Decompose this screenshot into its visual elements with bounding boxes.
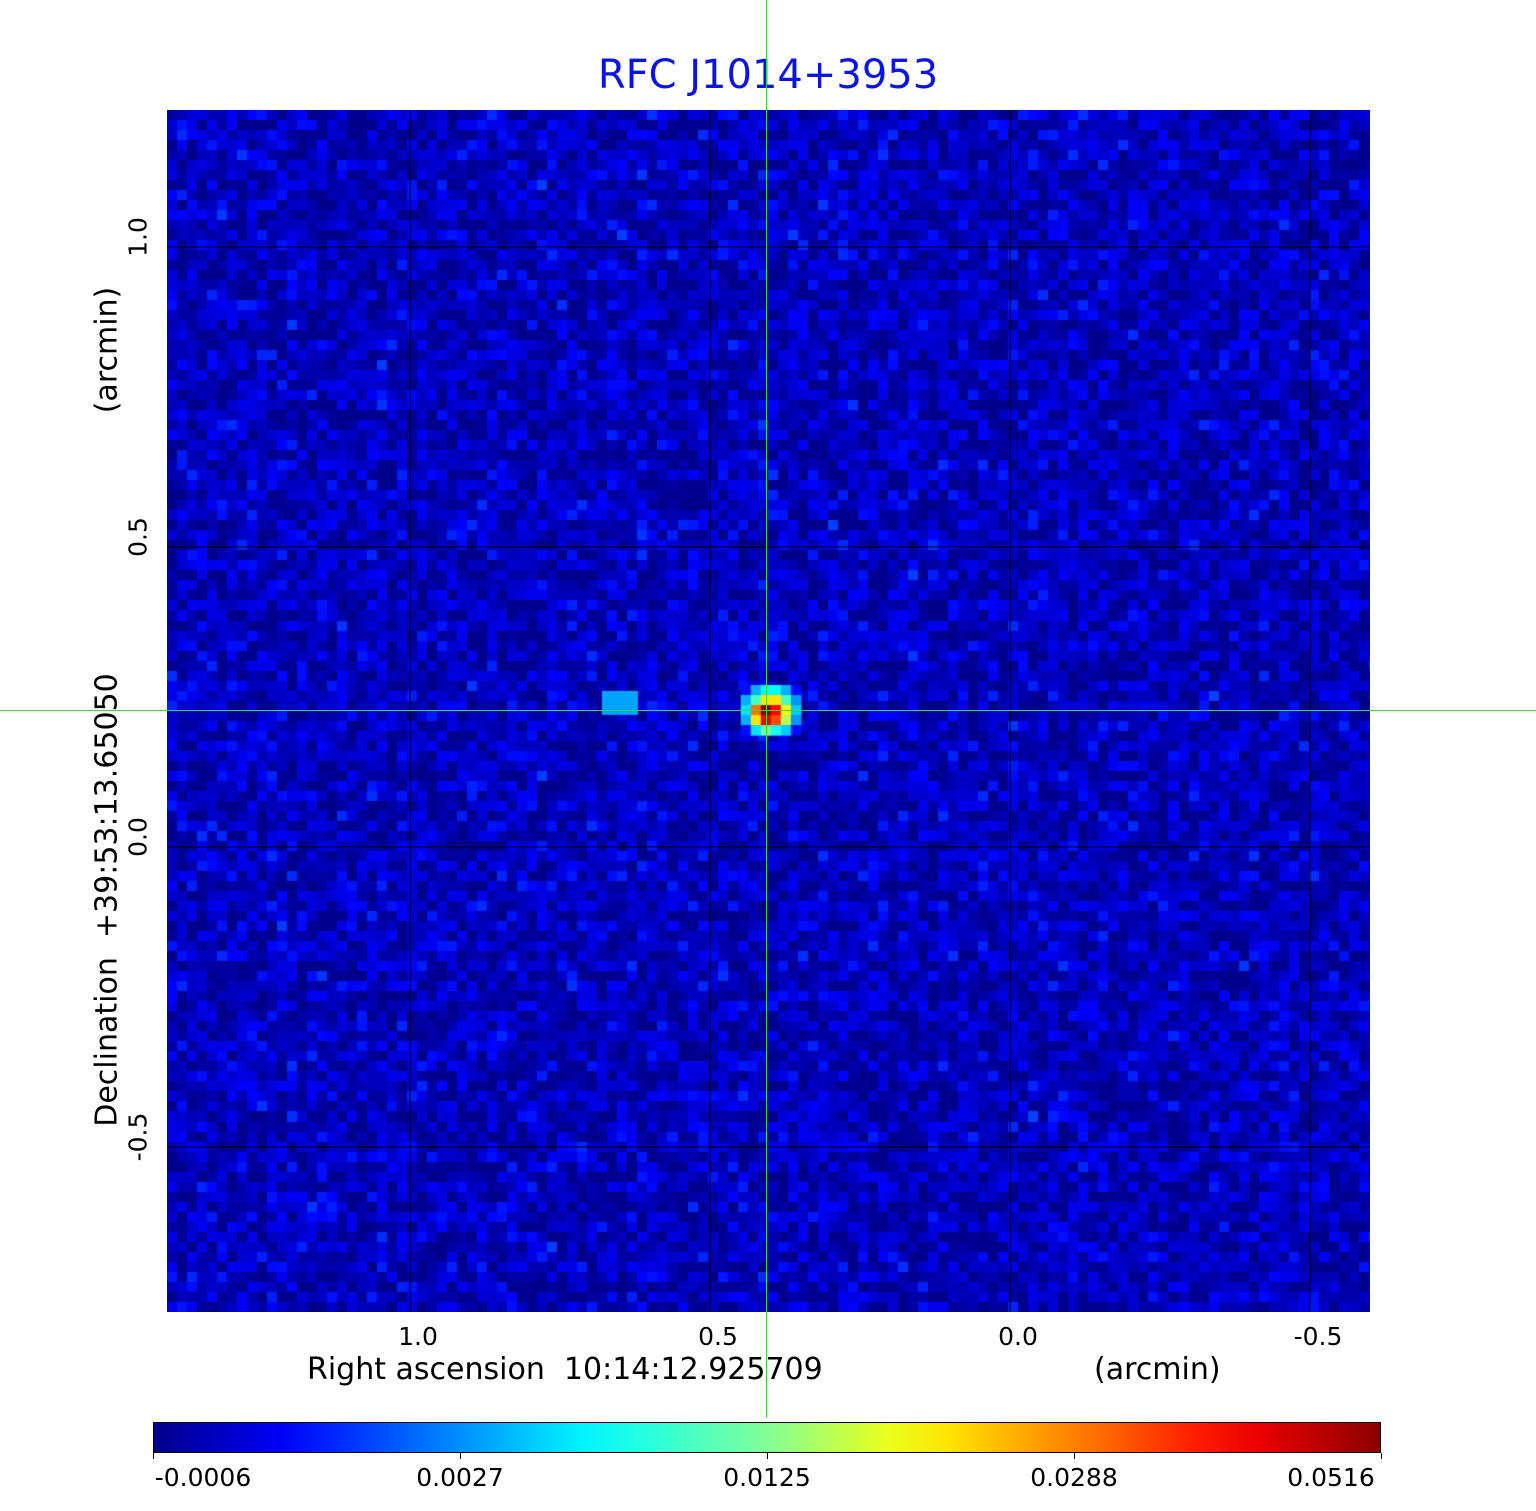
x-tick-label: 1.0: [398, 1322, 438, 1351]
x-axis-label: Right ascension 10:14:12.925709: [307, 1352, 823, 1387]
x-tick-label: 0.0: [998, 1322, 1038, 1351]
colorbar-tick-label: 0.0288: [1030, 1463, 1118, 1492]
colorbar-tick: [1381, 1453, 1382, 1459]
colorbar-tick-label: 0.0516: [1287, 1463, 1375, 1492]
colorbar-tick: [767, 1453, 768, 1459]
y-tick-label: 0.0: [123, 817, 153, 857]
crosshair-horizontal: [0, 710, 1536, 711]
colorbar: [153, 1422, 1381, 1453]
x-tick-label: -0.5: [1293, 1322, 1343, 1351]
y-tick-label: 1.0: [123, 216, 153, 257]
colorbar-tick-label: 0.0125: [723, 1463, 811, 1492]
colorbar-tick: [1074, 1453, 1075, 1459]
y-axis-label: Declination +39:53:13.65050: [89, 673, 125, 1127]
chart-title: RFC J1014+3953: [597, 52, 939, 98]
y-tick-label: -0.5: [123, 1112, 153, 1162]
colorbar-tick-label: -0.0006: [154, 1463, 252, 1492]
crosshair-vertical: [766, 0, 767, 1418]
heatmap-image: [167, 110, 1370, 1312]
colorbar-tick-label: 0.0027: [416, 1463, 504, 1492]
colorbar-tick: [153, 1453, 154, 1459]
y-axis-unit: (arcmin): [89, 286, 125, 414]
colorbar-tick: [460, 1453, 461, 1459]
y-tick-label: 0.5: [123, 516, 153, 557]
x-axis-unit: (arcmin): [1094, 1352, 1221, 1387]
x-tick-label: 0.5: [698, 1322, 738, 1351]
